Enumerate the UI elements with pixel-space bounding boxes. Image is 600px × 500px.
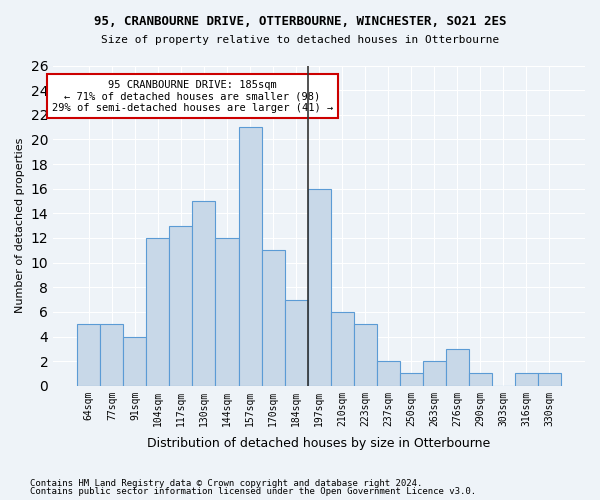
Bar [77,324,100,386]
Bar [193,201,215,386]
Bar [422,361,446,386]
Bar [100,324,124,386]
Bar [169,226,193,386]
Bar [239,127,262,386]
Bar [377,361,400,386]
Bar [446,349,469,386]
Text: 95 CRANBOURNE DRIVE: 185sqm
← 71% of detached houses are smaller (98)
29% of sem: 95 CRANBOURNE DRIVE: 185sqm ← 71% of det… [52,80,333,113]
Bar [308,188,331,386]
Text: 95, CRANBOURNE DRIVE, OTTERBOURNE, WINCHESTER, SO21 2ES: 95, CRANBOURNE DRIVE, OTTERBOURNE, WINCH… [94,15,506,28]
Bar [515,374,538,386]
Text: Size of property relative to detached houses in Otterbourne: Size of property relative to detached ho… [101,35,499,45]
Bar [215,238,239,386]
X-axis label: Distribution of detached houses by size in Otterbourne: Distribution of detached houses by size … [148,437,491,450]
Text: Contains public sector information licensed under the Open Government Licence v3: Contains public sector information licen… [30,487,476,496]
Bar [400,374,422,386]
Bar [124,336,146,386]
Text: Contains HM Land Registry data © Crown copyright and database right 2024.: Contains HM Land Registry data © Crown c… [30,478,422,488]
Bar [262,250,284,386]
Bar [331,312,353,386]
Bar [538,374,561,386]
Y-axis label: Number of detached properties: Number of detached properties [15,138,25,314]
Bar [469,374,492,386]
Bar [146,238,169,386]
Bar [353,324,377,386]
Bar [284,300,308,386]
